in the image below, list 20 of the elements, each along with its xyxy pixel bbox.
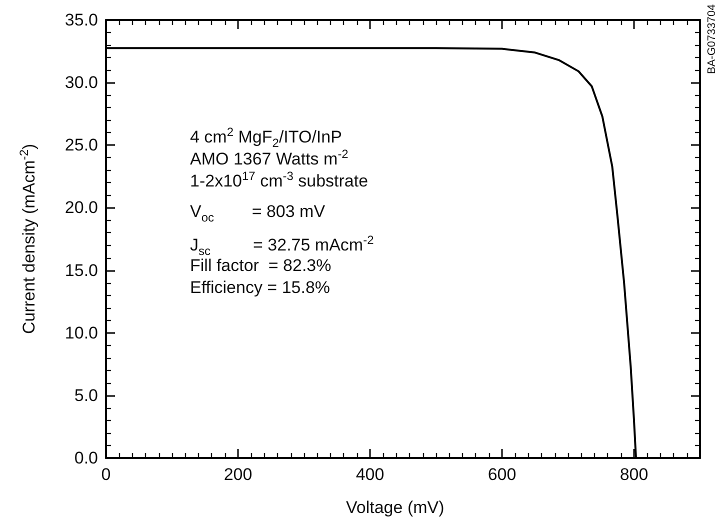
y-tick-label: 15.0 bbox=[64, 260, 98, 280]
y-tick-label: 35.0 bbox=[64, 10, 98, 30]
text: J$_{sc}$ = 32.75 mAcm$^{-2}$ bbox=[190, 233, 374, 258]
x-axis-title: Voltage (mV) bbox=[346, 498, 444, 518]
x-tick-label: 600 bbox=[488, 465, 516, 484]
x-tick-label: 200 bbox=[224, 465, 252, 484]
text: V$_{oc}$ = 803 mV bbox=[190, 202, 326, 224]
annotation: 1-2x10$^{17}$ cm$^{-3}$ substrate bbox=[190, 169, 368, 191]
text: BA-G0733704 bbox=[705, 4, 715, 74]
y-tick-label: 25.0 bbox=[64, 136, 98, 155]
annotation: Efficiency = 15.8% bbox=[190, 278, 330, 298]
x-tick-label: 800 bbox=[620, 465, 648, 484]
x-tick-label: 400 bbox=[356, 465, 384, 484]
y-tick-label: 20.0 bbox=[64, 198, 98, 218]
x-tick-label: 0 bbox=[101, 465, 111, 484]
y-tick-label: 10.0 bbox=[64, 323, 98, 342]
y-tick-label: 5.0 bbox=[74, 386, 98, 405]
y-tick-label: 30.0 bbox=[64, 73, 98, 92]
annotation: Fill factor = 82.3% bbox=[190, 256, 332, 276]
y-tick-label: 0.0 bbox=[74, 448, 98, 468]
